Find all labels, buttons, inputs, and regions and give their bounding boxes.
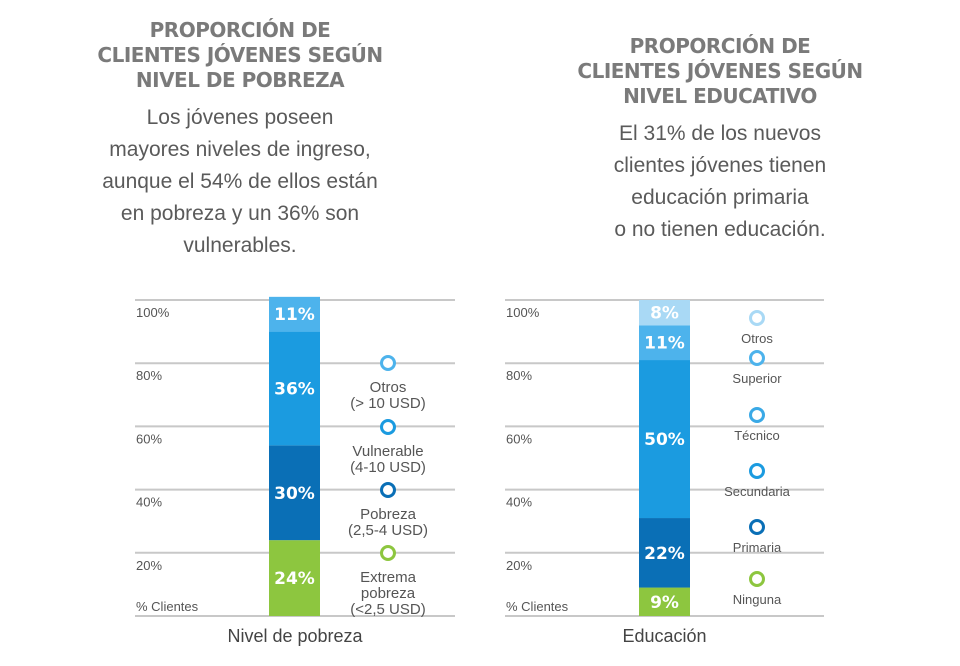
legend-label: Técnico xyxy=(734,428,780,443)
bar-segment xyxy=(269,296,320,332)
y-tick-label: 80% xyxy=(136,368,162,383)
legend-marker xyxy=(749,463,765,479)
bar-data-label: 50% xyxy=(644,430,685,450)
chart-panel-pobreza: PROPORCIÓN DE CLIENTES JÓVENES SEGÚN NIV… xyxy=(97,18,455,646)
bar-data-label: 24% xyxy=(274,569,315,589)
y-tick-label: 100% xyxy=(506,305,540,320)
legend-marker xyxy=(380,482,396,498)
legend-marker xyxy=(380,355,396,371)
chart-subtitle: Los jóvenes poseen mayores niveles de in… xyxy=(102,106,378,257)
legend-label: (4-10 USD) xyxy=(350,459,426,476)
legend-marker xyxy=(749,519,765,535)
y-axis-label: % Clientes xyxy=(506,599,569,614)
legend-label: pobreza xyxy=(361,585,416,602)
legend-label: (<2,5 USD) xyxy=(350,601,425,618)
legend-label: Superior xyxy=(732,371,782,386)
y-tick-label: 100% xyxy=(136,305,170,320)
bar-data-label: 9% xyxy=(650,593,679,613)
legend-marker xyxy=(380,419,396,435)
legend-label: Pobreza xyxy=(360,506,417,523)
legend-label: Secundaria xyxy=(724,484,791,499)
stacked-bar-chart-educacion: 100% 80% 60% 40% 20% % Clientes 9% 22% 50% 11% 8% E… xyxy=(505,299,824,646)
legend-label: (2,5-4 USD) xyxy=(348,522,428,539)
legend-label: Primaria xyxy=(733,540,782,555)
legend-label: Otros xyxy=(741,331,773,346)
legend-label: Vulnerable xyxy=(352,443,423,460)
bar-segment xyxy=(639,518,690,588)
bar-segment xyxy=(269,540,320,616)
legend-label: Otros xyxy=(370,379,407,396)
bar-data-label: 8% xyxy=(650,304,679,324)
y-tick-label: 60% xyxy=(506,431,532,446)
legend-label: Ninguna xyxy=(733,592,782,607)
y-tick-label: 80% xyxy=(506,368,532,383)
bar-data-label: 11% xyxy=(274,305,315,325)
y-tick-label: 20% xyxy=(136,558,162,573)
bar-data-label: 30% xyxy=(274,484,315,504)
y-tick-label: 40% xyxy=(136,495,162,510)
legend-marker xyxy=(380,545,396,561)
stacked-bar-chart-pobreza: 100% 80% 60% 40% 20% % Clientes 24% 30% 36% 11% Ni… xyxy=(135,296,455,646)
legend-marker xyxy=(749,571,765,587)
bar-data-label: 36% xyxy=(274,379,315,399)
legend-marker xyxy=(749,350,765,366)
chart-title: PROPORCIÓN DE CLIENTES JÓVENES SEGÚN NIV… xyxy=(577,34,863,108)
chart-title: PROPORCIÓN DE CLIENTES JÓVENES SEGÚN NIV… xyxy=(97,18,383,92)
bar-segment xyxy=(269,445,320,541)
bar-data-label: 11% xyxy=(644,334,685,354)
bar-segment xyxy=(639,325,690,361)
y-tick-label: 20% xyxy=(506,558,532,573)
y-tick-label: 40% xyxy=(506,495,532,510)
bar-segment xyxy=(639,587,690,616)
bar-data-label: 22% xyxy=(644,544,685,564)
legend-marker xyxy=(749,407,765,423)
legend-label: (> 10 USD) xyxy=(350,395,425,412)
x-axis-label: Nivel de pobreza xyxy=(227,626,363,646)
y-tick-label: 60% xyxy=(136,431,162,446)
bar-segment xyxy=(269,331,320,446)
y-axis-label: % Clientes xyxy=(136,599,199,614)
chart-subtitle: El 31% de los nuevos clientes jóvenes ti… xyxy=(613,122,827,241)
bar-segment xyxy=(639,360,690,519)
chart-panel-educacion: PROPORCIÓN DE CLIENTES JÓVENES SEGÚN NIV… xyxy=(480,0,960,666)
legend-label: Extrema xyxy=(360,569,417,586)
bar-segment xyxy=(639,300,690,326)
legend-marker xyxy=(749,310,765,326)
x-axis-label: Educación xyxy=(622,626,706,646)
